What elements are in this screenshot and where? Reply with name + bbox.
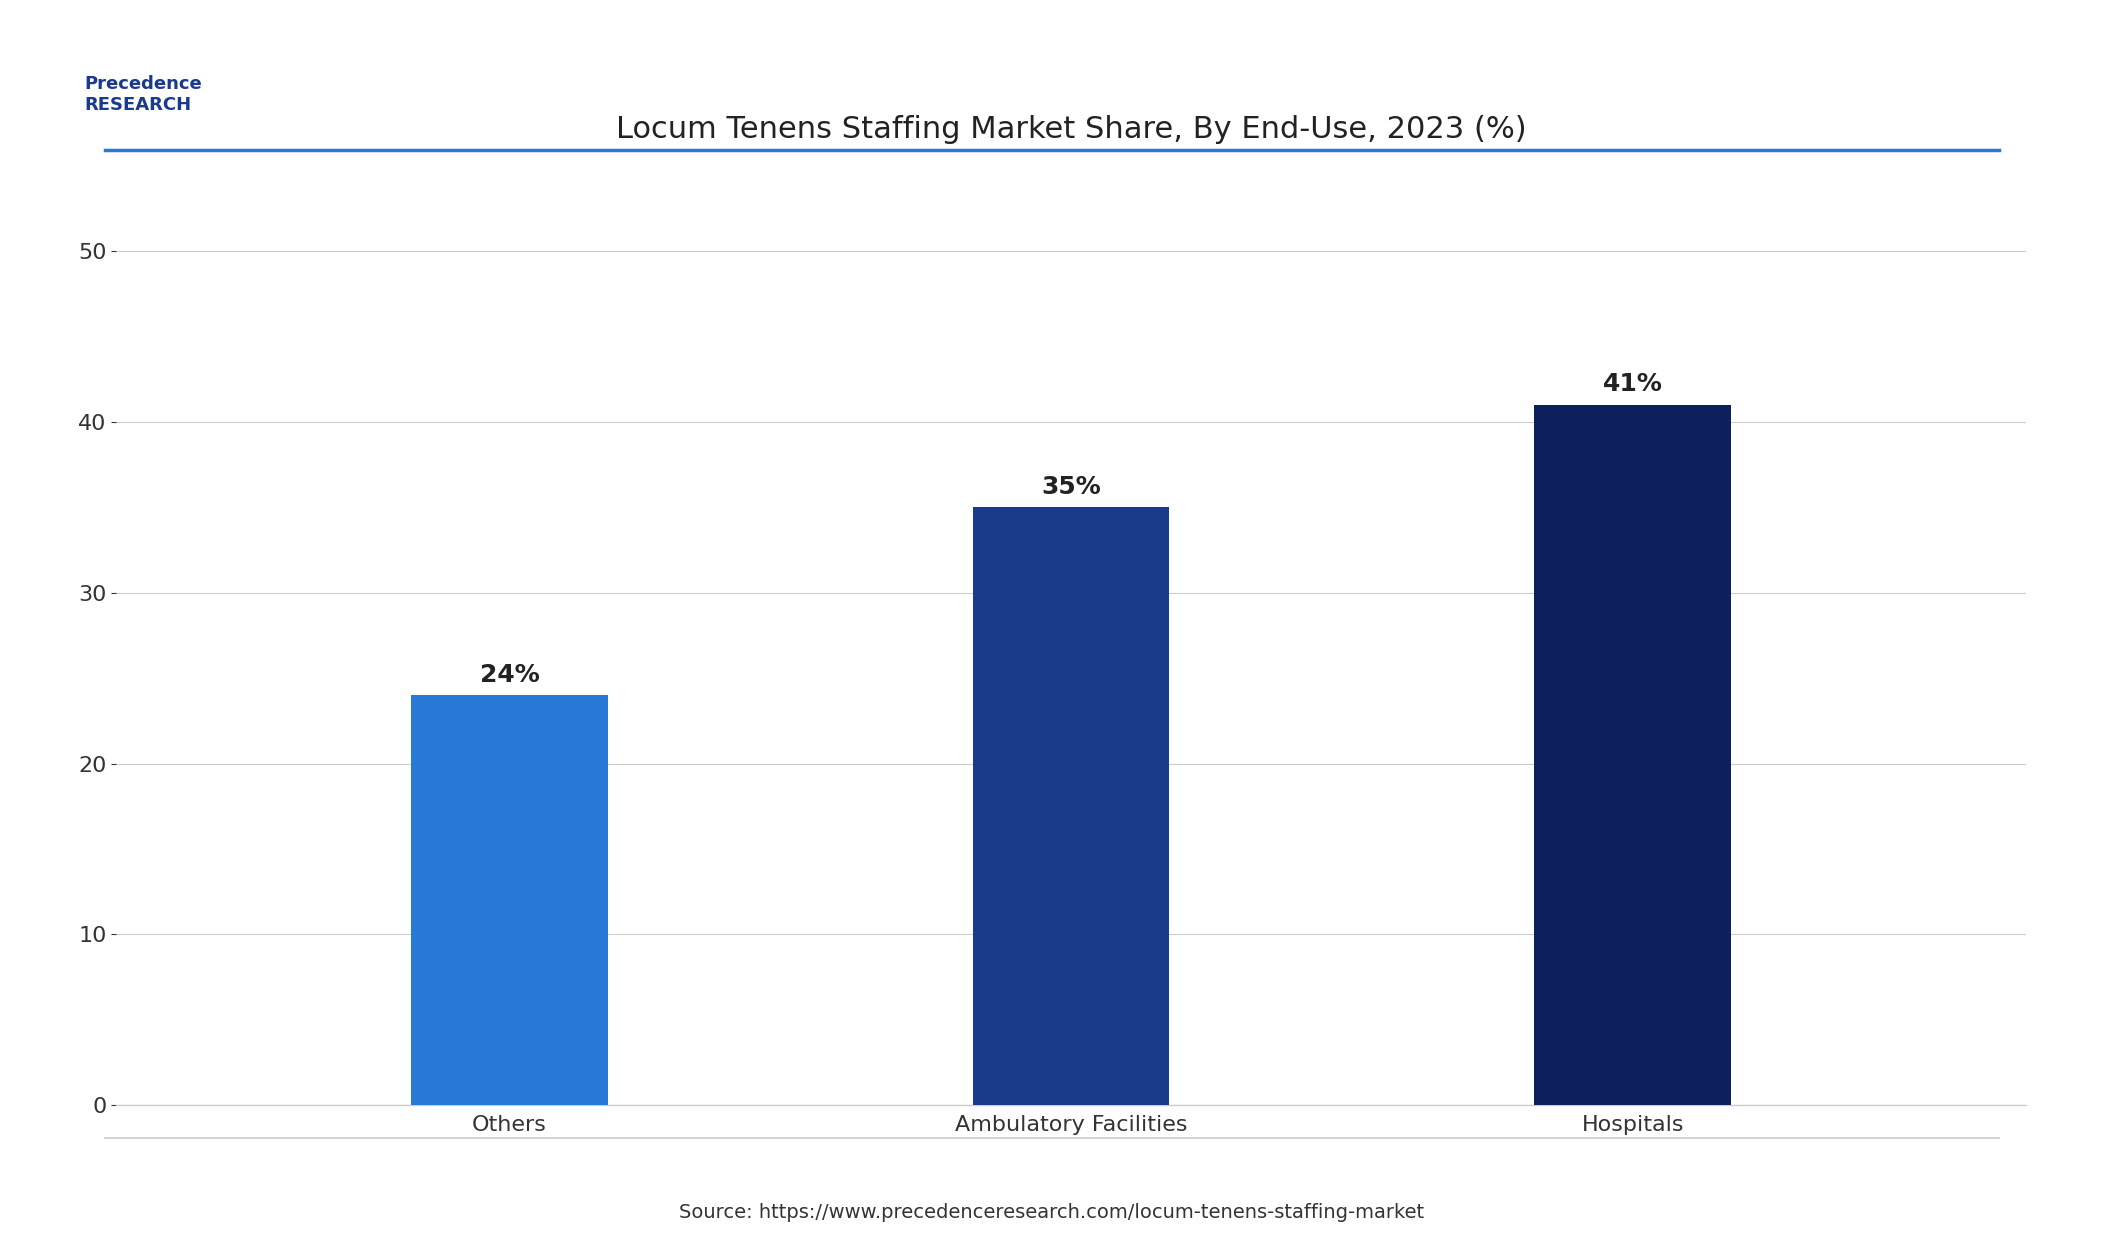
Bar — [1534, 405, 1732, 1105]
Text: 35%: 35% — [1041, 475, 1100, 499]
Text: 41%: 41% — [1603, 372, 1662, 396]
Text: Precedence
RESEARCH: Precedence RESEARCH — [84, 75, 202, 114]
Bar — [410, 695, 608, 1105]
Text: 24%: 24% — [480, 662, 539, 686]
Text: Source: https://www.precedenceresearch.com/locum-tenens-staffing-market: Source: https://www.precedenceresearch.c… — [680, 1202, 1424, 1222]
Bar — [972, 508, 1170, 1105]
Title: Locum Tenens Staffing Market Share, By End-Use, 2023 (%): Locum Tenens Staffing Market Share, By E… — [616, 115, 1525, 144]
